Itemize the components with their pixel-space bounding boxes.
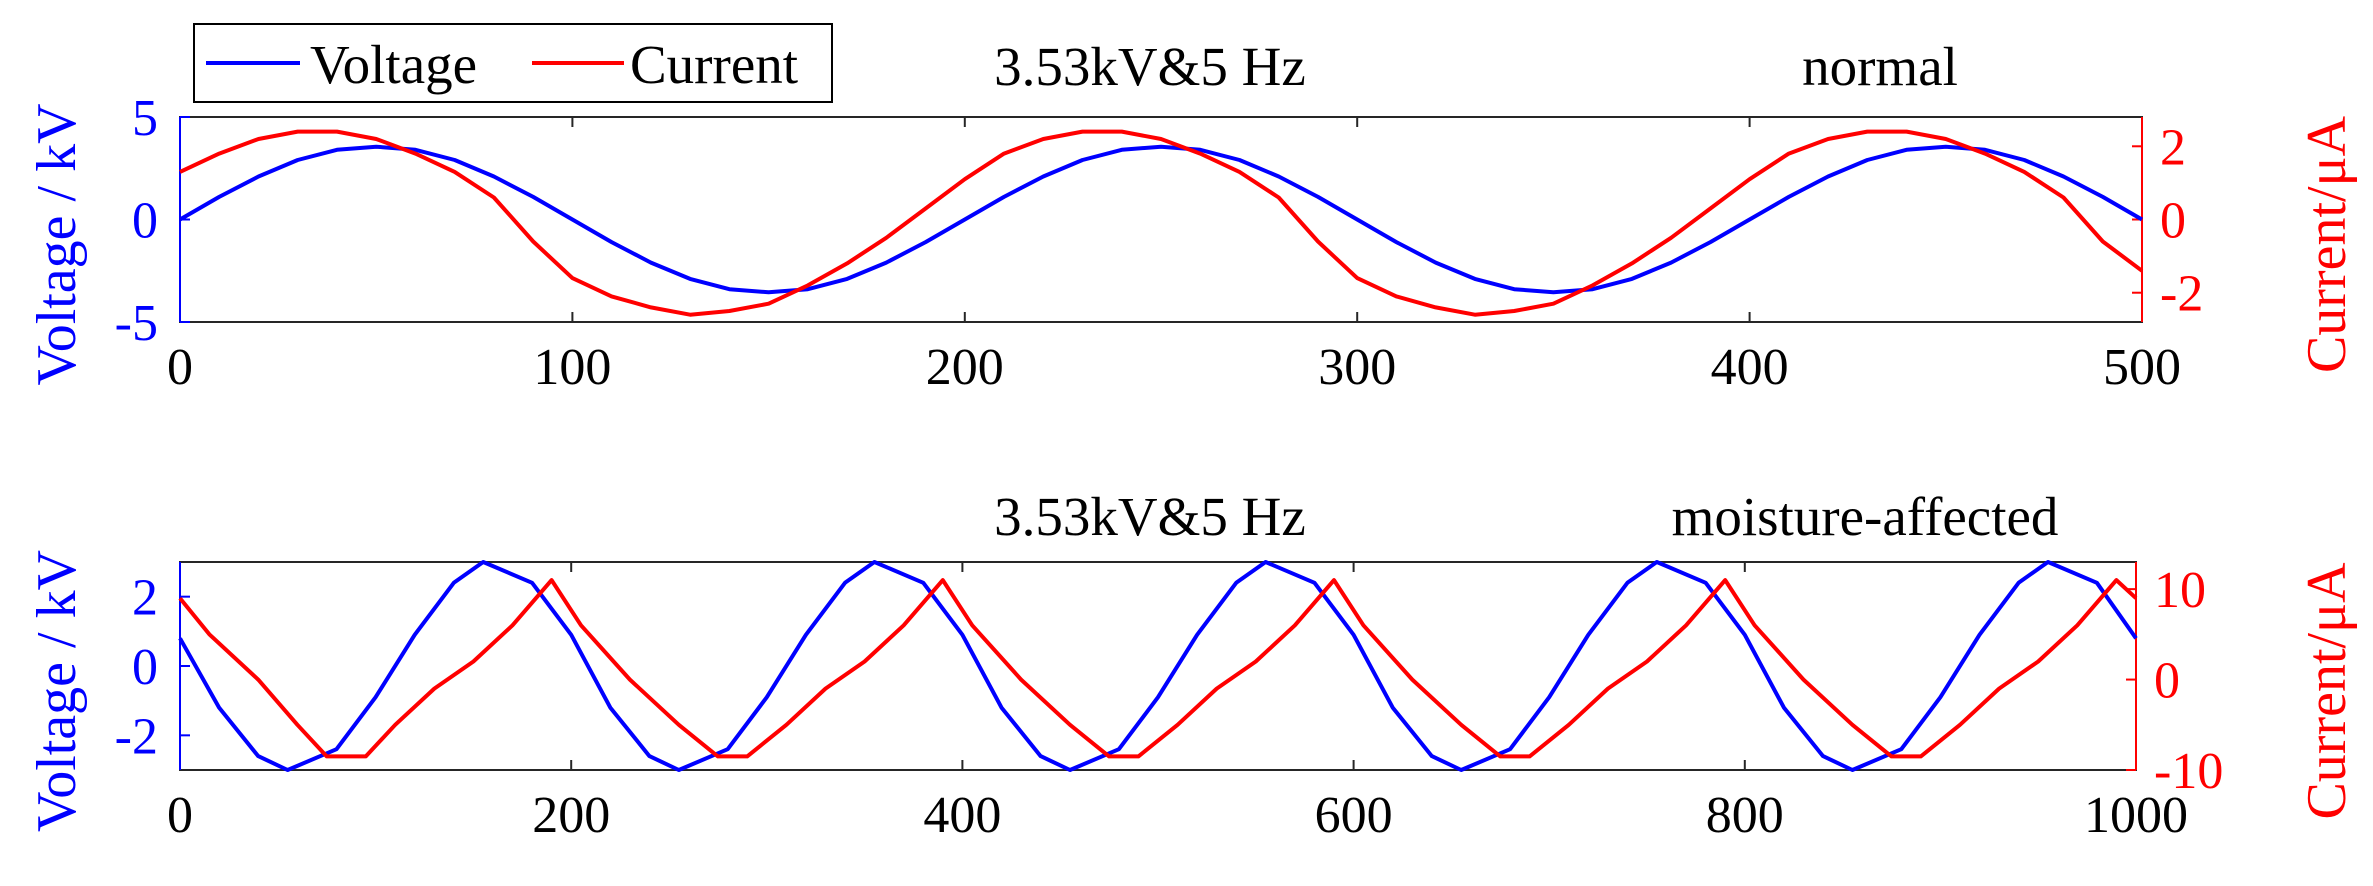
x-tick-label: 300 — [1318, 339, 1396, 396]
series-lines — [179, 129, 2144, 317]
legend-label-voltage: Voltage — [310, 34, 477, 95]
y-right-tick-label: -10 — [2154, 743, 2223, 800]
state-annotation: moisture-affected — [1672, 486, 2059, 547]
legend-box — [193, 23, 833, 103]
series-lines — [178, 560, 2138, 772]
axis-ticks: 0 100 200 300 400 500-505-202 — [115, 90, 2204, 396]
chart-panel-normal: 0 100 200 300 400 500-505-202 3.53kV&5 Hz nor… — [26, 36, 2358, 396]
y-left-tick-label: 5 — [132, 90, 158, 147]
y-left-tick-label: 0 — [132, 639, 158, 696]
x-tick-label: 600 — [1315, 787, 1393, 844]
y-left-tick-label: 2 — [132, 570, 158, 627]
x-tick-label: 800 — [1706, 787, 1784, 844]
state-annotation: normal — [1802, 36, 1958, 97]
y-right-tick-label: 10 — [2154, 562, 2206, 619]
y-left-tick-label: -5 — [115, 295, 158, 352]
series-current-line — [178, 578, 2138, 759]
y-axis-label-left: Voltage / kV — [26, 103, 88, 385]
x-tick-label: 200 — [926, 339, 1004, 396]
x-tick-label: 0 — [167, 339, 193, 396]
x-tick-label: 0 — [167, 787, 193, 844]
x-tick-label: 100 — [533, 339, 611, 396]
y-right-tick-label: 0 — [2154, 653, 2180, 710]
y-left-tick-label: -2 — [115, 708, 158, 765]
y-left-tick-label: 0 — [132, 193, 158, 250]
x-tick-label: 500 — [2103, 339, 2181, 396]
series-voltage-line — [179, 144, 2143, 295]
x-tick-label: 1000 — [2084, 787, 2188, 844]
x-tick-label: 400 — [923, 787, 1001, 844]
legend: Voltage Current — [193, 23, 833, 103]
y-right-tick-label: 2 — [2160, 119, 2186, 176]
series-current-line — [179, 129, 2144, 317]
condition-annotation: 3.53kV&5 Hz — [994, 486, 1306, 547]
y-right-tick-label: -2 — [2160, 266, 2203, 323]
y-axis-label-right: Current/μA — [2296, 115, 2358, 373]
series-voltage-line — [178, 560, 2138, 772]
x-tick-label: 400 — [1711, 339, 1789, 396]
y-axis-label-left: Voltage / kV — [26, 550, 88, 832]
y-right-tick-label: 0 — [2160, 193, 2186, 250]
condition-annotation: 3.53kV&5 Hz — [994, 36, 1306, 97]
legend-label-current: Current — [630, 34, 798, 95]
x-tick-label: 200 — [532, 787, 610, 844]
y-axis-label-right: Current/μA — [2296, 562, 2358, 820]
